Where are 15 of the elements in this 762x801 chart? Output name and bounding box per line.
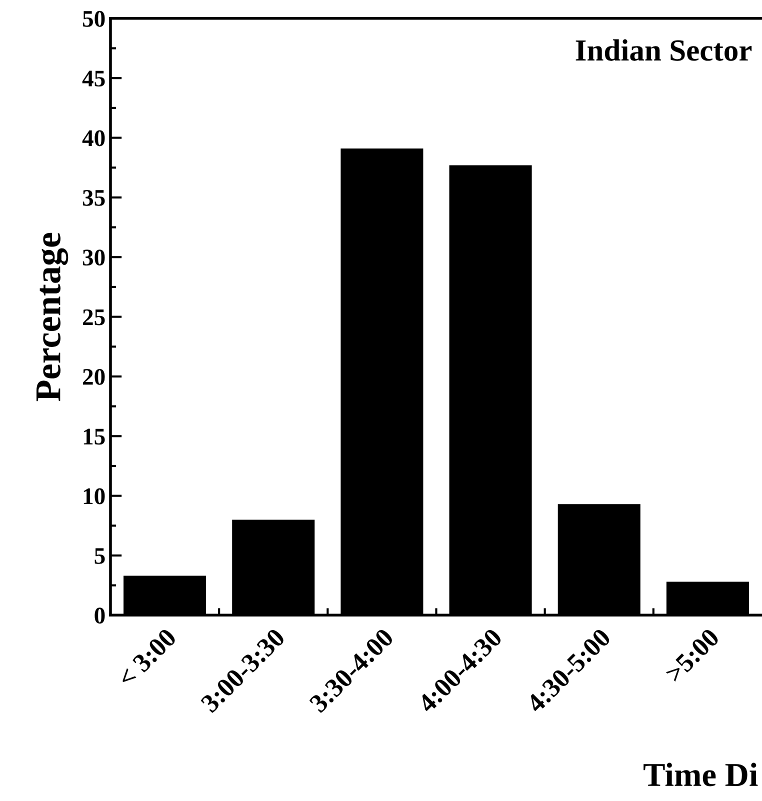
y-tick-label: 10 [84,488,105,504]
y-tick-label: 5 [94,548,105,564]
y-tick-label: 15 [84,428,105,445]
x-axis-title: Time Di [644,762,758,786]
y-tick-label: 20 [83,368,105,385]
y-tick-label: 25 [83,309,105,326]
x-tick-label: < 3:00 [116,628,178,688]
y-tick-label: 30 [82,250,105,266]
annotation: Indian Sector [576,39,752,61]
y-tick-label: 50 [82,10,105,27]
y-tick-label: 40 [82,130,105,146]
y-tick-label: 35 [82,190,105,206]
y-tick-label: 0 [94,608,105,624]
y-tick-label: 45 [82,70,105,87]
y-axis-title: Percentage [36,232,68,402]
